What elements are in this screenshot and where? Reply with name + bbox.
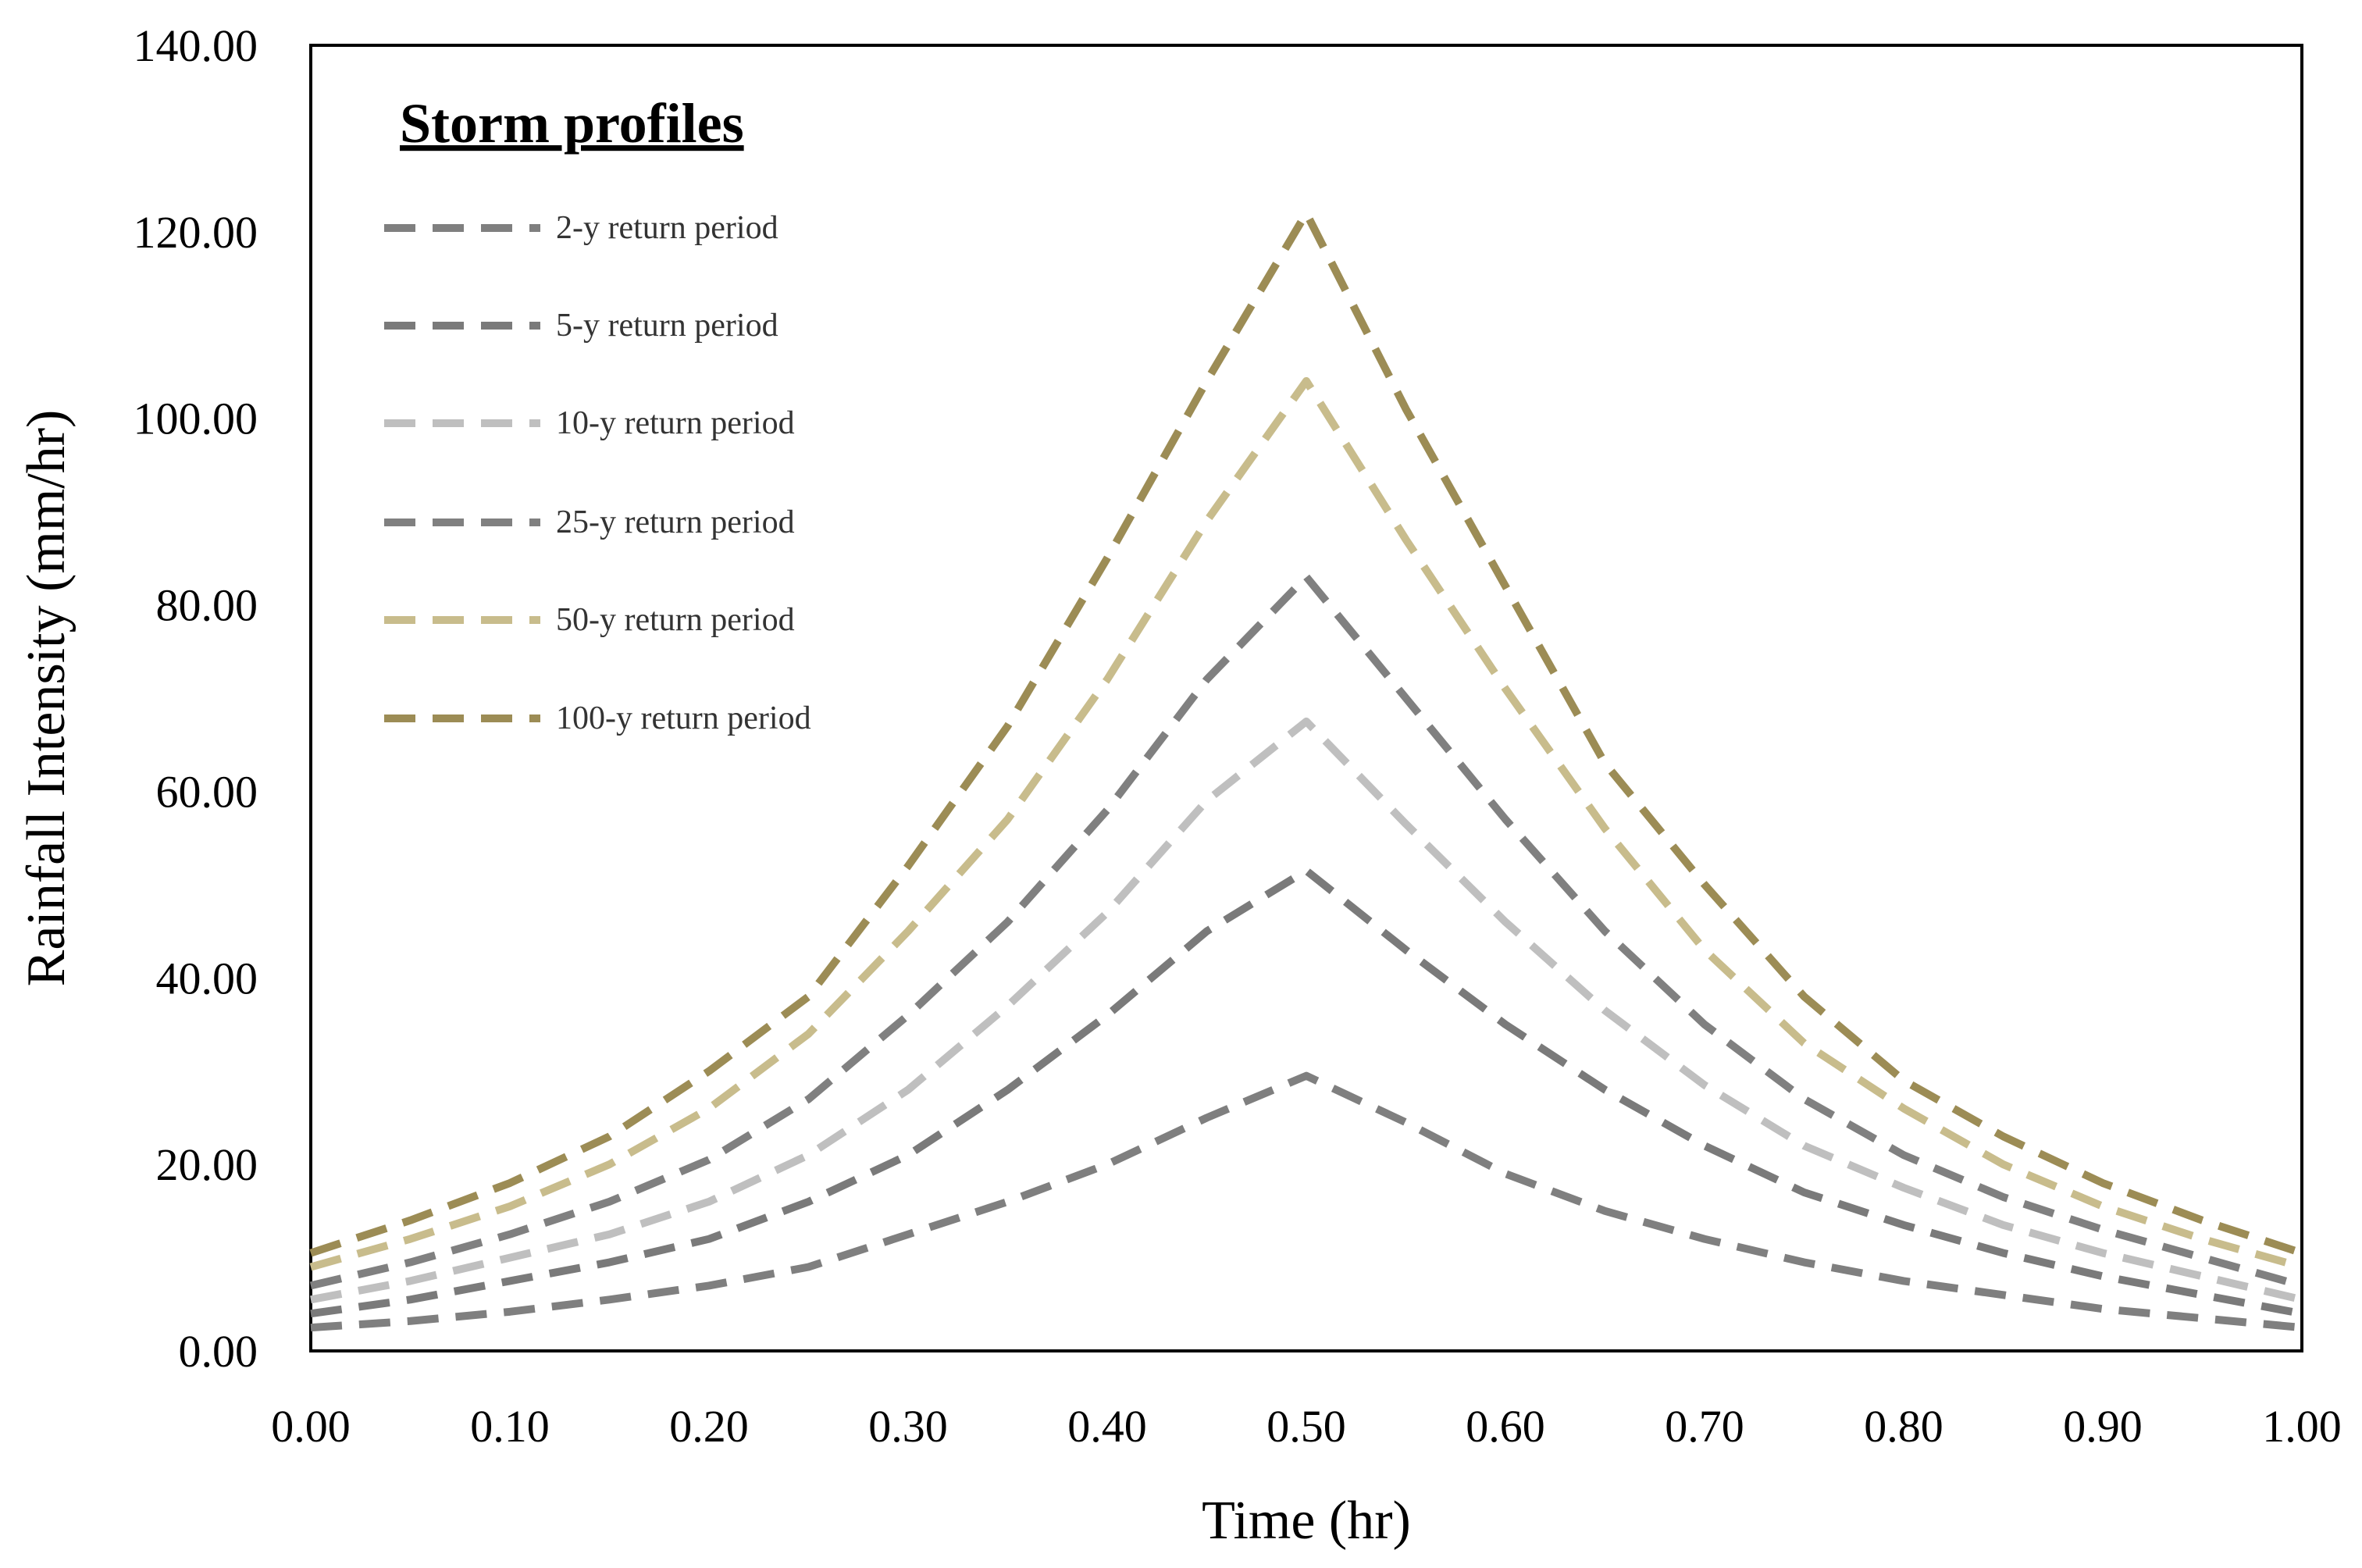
- x-tick-label: 0.90: [2063, 1401, 2143, 1452]
- legend-label: 25-y return period: [556, 504, 795, 540]
- legend-title: Storm profiles: [400, 92, 744, 155]
- x-tick-label: 0.30: [868, 1401, 948, 1452]
- y-tick-label: 60.00: [156, 766, 258, 817]
- y-tick-label: 140.00: [134, 20, 258, 71]
- legend-label: 5-y return period: [556, 308, 778, 344]
- y-axis-title: Rainfall Intensity (mm/hr): [16, 410, 77, 987]
- legend-label: 2-y return period: [556, 210, 778, 246]
- series-line-10-y: [310, 717, 2303, 1304]
- x-tick-label: 0.40: [1067, 1401, 1147, 1452]
- y-tick-label: 120.00: [134, 207, 258, 258]
- x-axis-title: Time (hr): [1202, 1491, 1411, 1551]
- y-tick-label: 40.00: [156, 953, 258, 1003]
- x-tick-labels: 0.00 0.10 0.20 0.30 0.40 0.50 0.60 0.70 0.80 0.90…: [271, 1401, 2342, 1452]
- legend-label: 50-y return period: [556, 602, 795, 638]
- y-tick-label: 80.00: [156, 580, 258, 631]
- y-tick-label: 20.00: [156, 1139, 258, 1190]
- y-tick-label: 100.00: [134, 394, 258, 444]
- x-tick-label: 0.20: [669, 1401, 749, 1452]
- y-tick-label: 0.00: [179, 1326, 258, 1377]
- x-tick-label: 0.50: [1267, 1401, 1346, 1452]
- x-tick-label: 0.70: [1665, 1401, 1744, 1452]
- x-tick-label: 0.10: [470, 1401, 550, 1452]
- legend-items: 2-y return period 5-y return period 10-y r…: [384, 210, 811, 736]
- series-line-5-y: [310, 866, 2303, 1318]
- legend: Storm profiles 2-y return period 5-y retu…: [384, 92, 811, 736]
- x-tick-label: 0.00: [271, 1401, 351, 1452]
- y-tick-labels: 0.00 20.00 40.00 60.00 80.00 100.00 120.00 140.…: [134, 20, 258, 1377]
- series-line-50-y: [309, 376, 2303, 1271]
- x-tick-label: 0.80: [1864, 1401, 1943, 1452]
- series-line-100-y: [309, 208, 2303, 1257]
- legend-label: 10-y return period: [556, 405, 795, 441]
- series-line-2-y: [310, 1071, 2303, 1332]
- x-tick-label: 0.60: [1466, 1401, 1545, 1452]
- series-layer: [309, 208, 2303, 1332]
- series-line-25-y: [309, 572, 2303, 1290]
- x-tick-label: 1.00: [2262, 1401, 2342, 1452]
- plot-area-frame: [309, 44, 2303, 1352]
- legend-label: 100-y return period: [556, 700, 811, 736]
